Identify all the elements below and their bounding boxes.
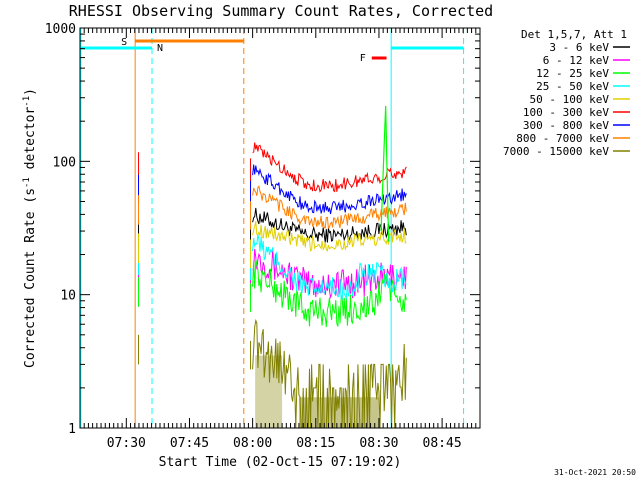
series-line xyxy=(252,221,407,252)
night-flag-label: N xyxy=(157,43,163,54)
legend-label: 800 - 7000 keV xyxy=(516,132,609,145)
low-count-band xyxy=(255,355,283,428)
footer-date: 31-Oct-2021 20:50 xyxy=(554,468,636,477)
x-tick-label: 08:45 xyxy=(423,436,462,451)
legend-label: 12 - 25 keV xyxy=(536,67,609,80)
legend-label: 300 - 800 keV xyxy=(523,119,609,132)
observing-flag-overlays: S N F xyxy=(80,28,465,428)
legend-label: 50 - 100 keV xyxy=(530,93,610,106)
x-tick-label: 07:30 xyxy=(107,436,146,451)
series-line xyxy=(252,185,407,230)
saa-flag-label: S xyxy=(121,37,127,48)
series-line xyxy=(252,318,407,429)
series-line xyxy=(252,259,407,328)
series-layer xyxy=(138,105,407,429)
legend-label: 6 - 12 keV xyxy=(543,54,610,67)
x-tick-label: 08:15 xyxy=(296,436,335,451)
y-tick-label: 1000 xyxy=(45,22,76,37)
series-line xyxy=(252,234,407,301)
legend-title: Det 1,5,7, Att 1 xyxy=(521,28,627,41)
y-tick-label: 1 xyxy=(68,422,76,437)
y-tick-labels: 1 10 100 1000 xyxy=(45,22,76,437)
legend-label: 25 - 50 keV xyxy=(536,80,609,93)
axis-ticks xyxy=(80,28,480,429)
chart-title: RHESSI Observing Summary Count Rates, Co… xyxy=(69,2,493,20)
x-tick-labels: 07:30 07:45 08:00 08:15 08:30 08:45 xyxy=(107,436,462,451)
x-axis-label: Start Time (02-Oct-15 07:19:02) xyxy=(159,455,402,470)
x-tick-label: 08:00 xyxy=(233,436,272,451)
legend-label: 7000 - 15000 keV xyxy=(503,145,609,158)
flare-flag-label: F xyxy=(360,53,366,64)
plot-frame xyxy=(79,27,481,429)
low-count-band xyxy=(298,397,379,428)
x-tick-label: 07:45 xyxy=(170,436,209,451)
flare-spike xyxy=(380,105,390,242)
series-line xyxy=(252,164,407,215)
x-tick-label: 08:30 xyxy=(359,436,398,451)
y-axis-label: Corrected Count Rate (s-1 detector-1) xyxy=(22,88,38,368)
legend-label: 3 - 6 keV xyxy=(549,41,609,54)
y-tick-label: 10 xyxy=(60,289,76,304)
series-line xyxy=(252,142,407,193)
y-tick-label: 100 xyxy=(53,155,76,170)
legend-label: 100 - 300 keV xyxy=(523,106,609,119)
